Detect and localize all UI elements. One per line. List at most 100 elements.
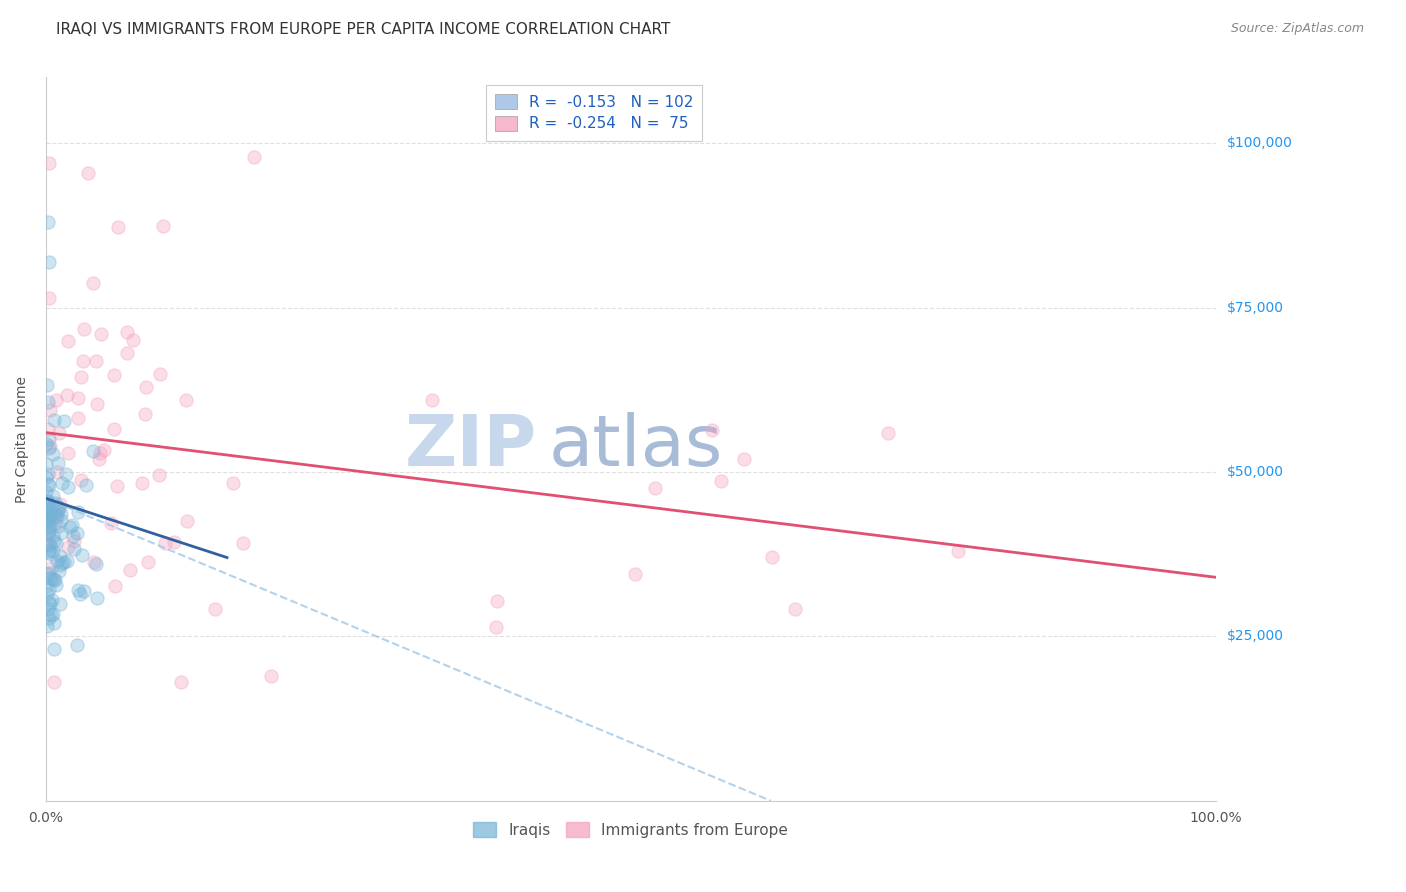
Text: $25,000: $25,000 — [1226, 630, 1284, 643]
Point — [38, 597, 60, 611]
Point — [67, 582, 90, 597]
Text: $75,000: $75,000 — [1226, 301, 1284, 315]
Point — [66, 638, 89, 652]
Point — [761, 549, 783, 564]
Point — [148, 468, 170, 483]
Point — [87, 452, 110, 467]
Point — [63, 541, 86, 556]
Point — [69, 587, 91, 601]
Point — [46, 554, 69, 568]
Point — [51, 476, 73, 491]
Point — [107, 479, 129, 493]
Point — [48, 598, 70, 612]
Point — [163, 534, 186, 549]
Point — [44, 641, 66, 656]
Point — [86, 353, 108, 368]
Point — [44, 573, 66, 587]
Point — [222, 476, 245, 491]
Point — [104, 579, 127, 593]
Point — [72, 353, 94, 368]
Text: $100,000: $100,000 — [1226, 136, 1292, 150]
Point — [35, 457, 58, 471]
Point — [46, 504, 69, 518]
Point — [37, 526, 59, 541]
Point — [49, 525, 72, 540]
Point — [176, 392, 198, 407]
Point — [35, 510, 58, 524]
Point — [86, 591, 108, 605]
Point — [90, 327, 112, 342]
Point — [39, 571, 62, 585]
Point — [42, 447, 65, 461]
Point — [56, 480, 79, 494]
Point — [63, 534, 86, 549]
Point — [45, 393, 67, 408]
Point — [35, 485, 58, 500]
Point — [42, 529, 65, 543]
Point — [122, 333, 145, 347]
Point — [73, 583, 96, 598]
Point — [44, 615, 66, 630]
Point — [35, 619, 58, 633]
Point — [243, 150, 266, 164]
Point — [48, 565, 70, 579]
Point — [69, 473, 91, 487]
Y-axis label: Per Capita Income: Per Capita Income — [15, 376, 30, 503]
Point — [82, 276, 104, 290]
Point — [35, 470, 58, 484]
Point — [53, 414, 76, 428]
Point — [420, 393, 443, 408]
Point — [46, 500, 69, 515]
Point — [44, 507, 66, 521]
Point — [232, 536, 254, 550]
Point — [39, 538, 62, 552]
Point — [107, 219, 129, 234]
Point — [66, 391, 89, 405]
Point — [48, 558, 70, 572]
Point — [38, 439, 60, 453]
Point — [72, 322, 94, 336]
Point — [49, 513, 72, 527]
Point — [485, 619, 508, 633]
Point — [700, 423, 723, 437]
Point — [35, 436, 58, 450]
Point — [46, 509, 69, 524]
Point — [37, 537, 59, 551]
Point — [169, 675, 191, 690]
Point — [44, 412, 66, 426]
Point — [53, 555, 76, 569]
Point — [35, 508, 58, 523]
Point — [39, 507, 62, 521]
Point — [37, 514, 59, 528]
Point — [131, 475, 153, 490]
Point — [86, 397, 108, 411]
Point — [38, 521, 60, 535]
Point — [37, 493, 59, 508]
Point — [84, 557, 107, 571]
Point — [48, 426, 70, 441]
Point — [948, 544, 970, 558]
Point — [48, 500, 70, 515]
Point — [38, 433, 60, 447]
Point — [35, 508, 58, 523]
Point — [41, 543, 63, 558]
Text: ZIP: ZIP — [405, 412, 537, 481]
Point — [37, 394, 59, 409]
Point — [38, 543, 60, 558]
Point — [67, 410, 90, 425]
Point — [41, 593, 63, 607]
Point — [153, 536, 176, 550]
Point — [624, 566, 647, 581]
Point — [38, 477, 60, 491]
Point — [120, 563, 142, 577]
Point — [41, 607, 63, 622]
Point — [37, 496, 59, 510]
Point — [38, 156, 60, 170]
Point — [41, 607, 63, 622]
Point — [58, 520, 80, 534]
Point — [45, 465, 67, 479]
Point — [39, 561, 62, 575]
Point — [35, 526, 58, 541]
Point — [100, 516, 122, 530]
Point — [55, 467, 77, 482]
